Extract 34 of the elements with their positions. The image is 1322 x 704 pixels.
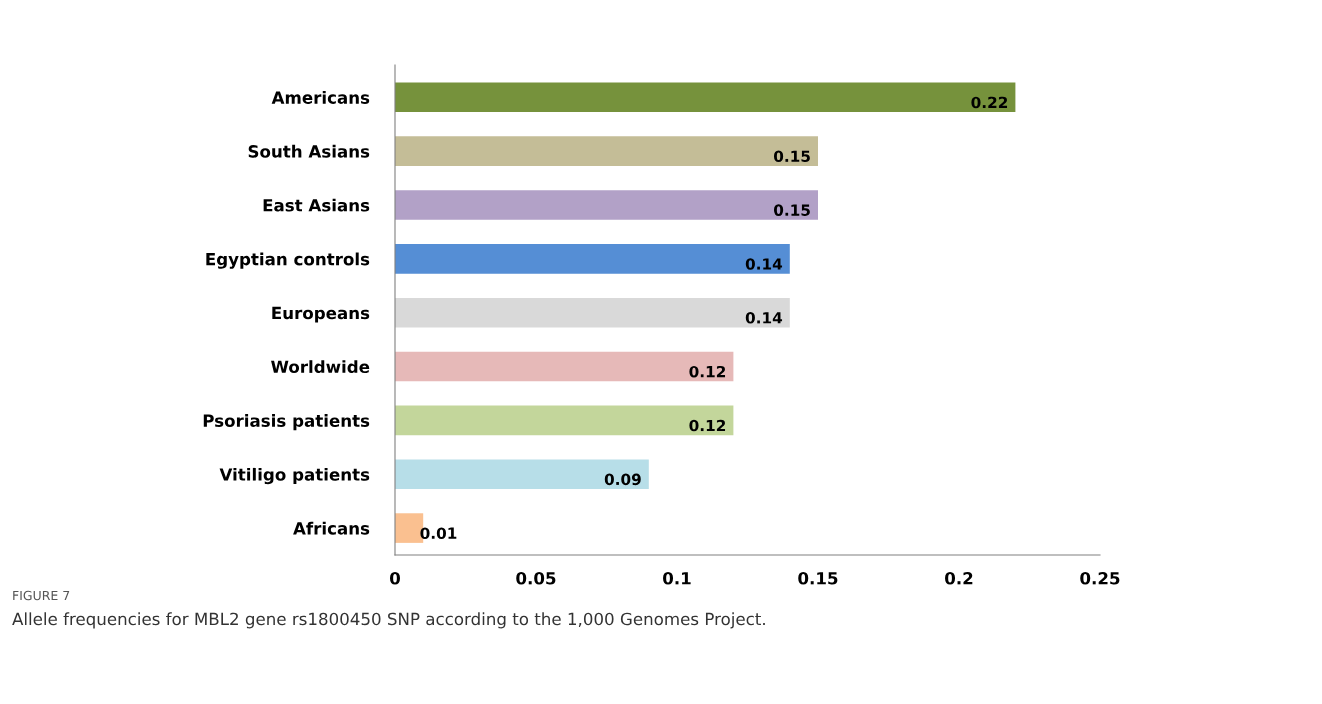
y-tick-label: Europeans — [272, 306, 370, 323]
y-tick-label: Vitiligo patients — [219, 467, 370, 485]
text: Allele frequencies for MBL2 gene rs1800450 SNP according to the 1,000 Genomes Project. — [12, 612, 765, 629]
y-tick-label: East Asians — [263, 198, 370, 212]
y-tick-label: Egyptian controls — [206, 252, 370, 269]
x-tick-label: 0.25 — [1080, 571, 1120, 585]
data-label: 0.15 — [773, 150, 810, 163]
x-tick-label: 0.2 — [945, 571, 973, 585]
caption: FIGURE 7 — [13, 590, 70, 601]
x-tick-label: 0.15 — [798, 571, 838, 585]
data-label: 0.14 — [745, 258, 783, 270]
bar — [395, 459, 649, 490]
bar — [395, 297, 790, 328]
data-label: 0.22 — [971, 96, 1008, 109]
data-label: 0.12 — [689, 365, 726, 378]
data-label: 0.09 — [604, 473, 641, 486]
bar — [395, 405, 734, 436]
bar — [395, 190, 818, 220]
y-tick-label: Africans — [293, 521, 370, 535]
y-tick-label: Worldwide — [271, 360, 370, 374]
y-tick-label: South Asians — [248, 144, 370, 158]
x-tick-label: 0.05 — [516, 571, 556, 585]
bar — [395, 82, 1016, 113]
y-tick-label: Americans — [271, 90, 370, 104]
x-tick-label: 0.1 — [663, 571, 691, 585]
bar — [395, 136, 818, 166]
data-label: 0.15 — [773, 204, 810, 216]
bar — [395, 351, 734, 382]
x-tick-label: 0 — [390, 571, 400, 585]
bar — [395, 244, 790, 274]
data-label: 0.12 — [689, 419, 726, 432]
y-tick-label: Psoriasis patients — [203, 414, 370, 431]
data-label: 0.14 — [745, 312, 783, 324]
data-label: 0.01 — [420, 527, 457, 539]
